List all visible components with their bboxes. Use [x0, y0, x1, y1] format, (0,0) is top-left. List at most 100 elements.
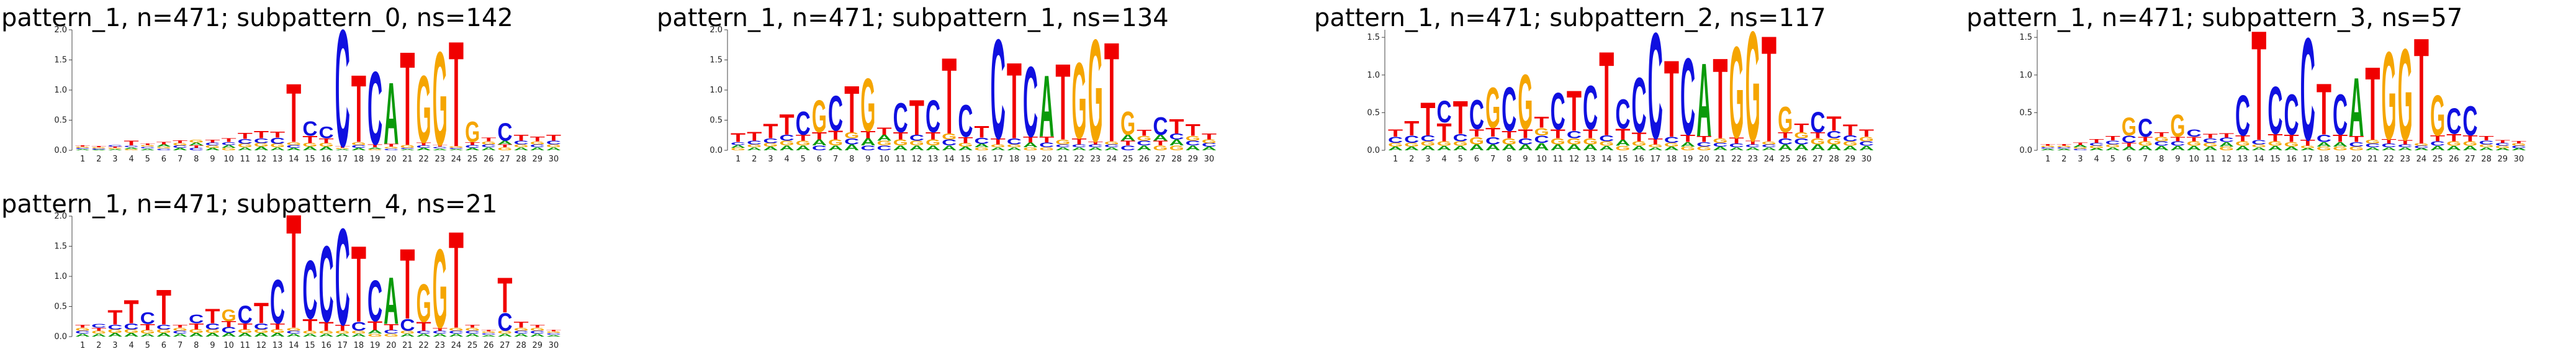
logo-letter: A: [958, 146, 973, 152]
logo-letter: T: [2154, 131, 2169, 138]
logo-letter: C: [270, 266, 285, 337]
logo-letter: C: [1713, 142, 1727, 148]
logo-letter: T: [1169, 115, 1184, 138]
x-tick-label: 9: [210, 341, 215, 350]
logo-letter: T: [417, 319, 431, 334]
logo-letter: G: [2365, 139, 2380, 145]
logo-letter: A: [481, 147, 496, 152]
logo-letter: G: [189, 138, 204, 143]
logo-letter: C: [530, 143, 545, 148]
logo-letter: C: [731, 141, 745, 146]
y-tick-label: 1.5: [2019, 33, 2032, 42]
logo-letter: A: [2462, 145, 2477, 152]
logo-letter: A: [2040, 148, 2055, 151]
logo-letter: C: [2122, 134, 2137, 145]
x-tick-label: 4: [1441, 155, 1446, 164]
y-tick-label: 1.5: [1367, 33, 1380, 42]
y-tick-label: 1.0: [1367, 71, 1380, 80]
logo-letter: G: [763, 142, 778, 148]
logo-letter: C: [189, 147, 204, 151]
logo-letter: A: [2203, 146, 2218, 152]
logo-letter: A: [2105, 147, 2120, 152]
logo-letter: A: [400, 149, 415, 151]
x-tick-label: 15: [2270, 155, 2281, 164]
x-tick-label: 19: [1683, 155, 1693, 164]
x-tick-label: 17: [337, 341, 348, 350]
logo-letter: A: [530, 147, 545, 152]
logo-letter: C: [530, 330, 545, 335]
logo-letter: T: [205, 304, 220, 328]
logo-letter: C: [1023, 45, 1038, 158]
y-tick-label: 0.0: [709, 146, 723, 155]
logo-letter: A: [1039, 57, 1054, 155]
logo-letter: G: [254, 142, 269, 148]
logo-letter: A: [238, 332, 253, 338]
x-tick-label: 24: [451, 341, 462, 350]
logo-letter: C: [173, 330, 187, 335]
x-tick-label: 12: [256, 341, 267, 350]
x-tick-label: 4: [2094, 155, 2099, 164]
panel-title: pattern_1, n=471; subpattern_3, ns=57: [1966, 4, 2462, 32]
logo-letter: C: [1859, 140, 1874, 147]
y-tick-label: 2.0: [54, 212, 67, 221]
logo-letter: C: [1664, 135, 1679, 145]
logo-letter: C: [1680, 35, 1695, 158]
logo-letter: C: [1404, 134, 1419, 145]
logo-letter: C: [1007, 137, 1022, 147]
x-tick-label: 28: [516, 155, 526, 164]
logo-letter: A: [2170, 145, 2185, 152]
x-tick-label: 17: [1650, 155, 1660, 164]
logo-letter: A: [2349, 60, 2364, 154]
logo-letter: G: [1039, 147, 1054, 152]
logo-letter: C: [222, 326, 236, 335]
logo-letter: T: [1120, 140, 1136, 147]
logo-letter: C: [893, 95, 908, 142]
logo-letter: G: [107, 329, 122, 334]
logo-letter: G: [2235, 140, 2250, 147]
logo-letter: T: [1137, 129, 1151, 138]
logo-letter: C: [860, 145, 875, 152]
logo-letter: C: [222, 141, 236, 146]
logo-letter: G: [780, 139, 795, 147]
logo-letter: C: [1696, 141, 1711, 148]
logo-letter: G: [925, 138, 940, 147]
logo-letter: C: [1388, 135, 1403, 145]
logo-letter: A: [1485, 143, 1500, 152]
logo-letter: A: [991, 147, 1006, 152]
logo-letter: A: [222, 144, 236, 149]
logo-letter: T: [107, 147, 122, 148]
logo-letter: T: [417, 142, 431, 147]
logo-letter: A: [1104, 147, 1119, 152]
logo-letter: T: [958, 135, 973, 145]
logo-letter: T: [465, 141, 480, 146]
logo-letter: A: [2138, 145, 2153, 152]
logo-letter: A: [417, 147, 431, 151]
logo-letter: A: [1055, 147, 1070, 152]
logo-letter: A: [530, 333, 545, 338]
logo-letter: A: [254, 146, 269, 152]
logo-letter: T: [1843, 122, 1858, 139]
logo-letter: G: [2479, 143, 2494, 148]
logo-letter: A: [1534, 141, 1549, 153]
logo-letter: A: [1072, 147, 1087, 152]
logo-letter: G: [1404, 142, 1419, 147]
logo-letter: C: [514, 140, 529, 145]
x-tick-label: 30: [2514, 155, 2524, 164]
logo-letter: G: [796, 139, 811, 147]
logo-letter: T: [2382, 138, 2397, 145]
logo-letter: G: [2219, 146, 2234, 152]
logo-letter: C: [465, 330, 480, 335]
logo-letter: T: [530, 135, 546, 143]
x-tick-label: 21: [2367, 155, 2378, 164]
logo-letter: C: [2414, 145, 2429, 149]
logo-letter: G: [1120, 105, 1135, 142]
logo-letter: C: [270, 137, 285, 146]
logo-letter: G: [75, 327, 90, 332]
logo-letter: T: [222, 137, 237, 143]
logo-letter: T: [1072, 137, 1087, 146]
logo-letter: G: [1567, 137, 1582, 146]
x-tick-label: 6: [2127, 155, 2132, 164]
logo-letter: G: [1762, 140, 1777, 145]
x-tick-label: 28: [516, 341, 526, 350]
logo-letter: T: [1039, 135, 1054, 145]
